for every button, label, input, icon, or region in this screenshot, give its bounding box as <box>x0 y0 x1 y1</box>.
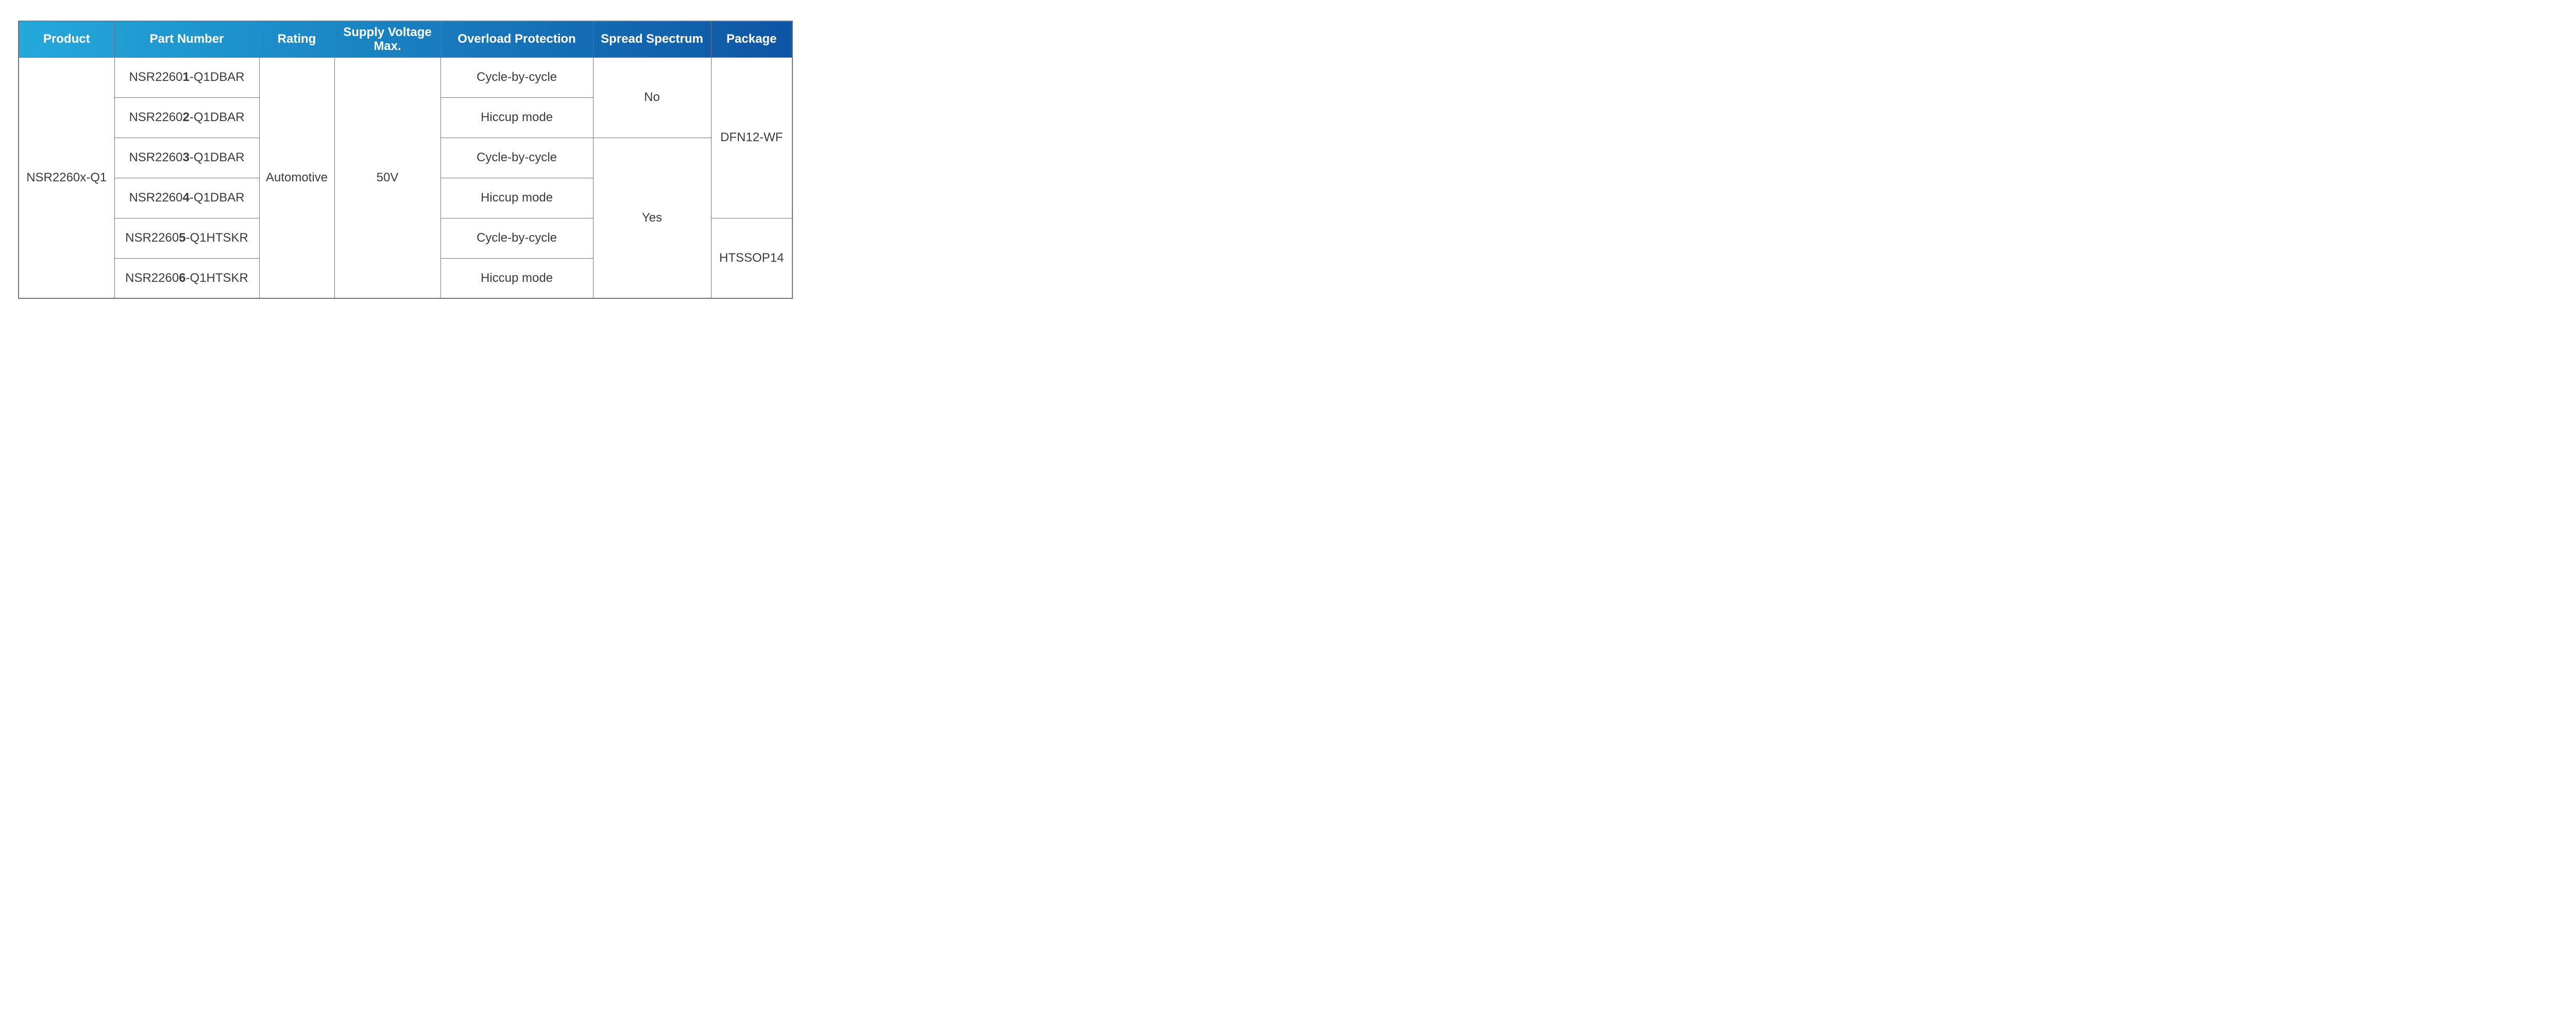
part-number-suffix: -Q1DBAR <box>189 150 245 164</box>
header-part-number: Part Number <box>114 21 260 58</box>
cell-overload-protection: Hiccup mode <box>440 177 594 218</box>
cell-part-number: NSR22605-Q1HTSKR <box>114 217 260 259</box>
header-spread-spectrum: Spread Spectrum <box>592 21 711 58</box>
cell-part-number: NSR22604-Q1DBAR <box>114 177 260 218</box>
part-number-suffix: -Q1HTSKR <box>185 271 248 285</box>
cell-part-number: NSR22602-Q1DBAR <box>114 97 260 138</box>
header-product: Product <box>18 21 115 58</box>
cell-package-dfn12: DFN12-WF <box>710 57 793 218</box>
part-number-suffix: -Q1DBAR <box>189 70 245 84</box>
part-number-variant-digit: 2 <box>182 110 190 124</box>
part-number-variant-digit: 6 <box>179 271 186 285</box>
cell-rating: Automotive <box>259 57 335 299</box>
table-body: NSR2260x-Q1 NSR22601-Q1DBAR Automotive 5… <box>18 57 793 299</box>
header-rating: Rating <box>259 21 335 58</box>
cell-package-htssop14: HTSSOP14 <box>710 217 793 299</box>
cell-overload-protection: Cycle-by-cycle <box>440 57 594 98</box>
cell-overload-protection: Cycle-by-cycle <box>440 137 594 178</box>
part-number-variant-digit: 1 <box>182 70 190 84</box>
cell-product: NSR2260x-Q1 <box>18 57 115 299</box>
part-number-prefix: NSR2260 <box>129 191 183 205</box>
part-number-prefix: NSR2260 <box>125 271 179 285</box>
part-number-prefix: NSR2260 <box>129 150 183 164</box>
page: Product Part Number Rating Supply Voltag… <box>0 0 805 319</box>
table-row: NSR2260x-Q1 NSR22601-Q1DBAR Automotive 5… <box>18 57 793 299</box>
header-supply-voltage-max: Supply Voltage Max. <box>334 21 441 58</box>
cell-part-number: NSR22606-Q1HTSKR <box>114 258 260 299</box>
table-header: Product Part Number Rating Supply Voltag… <box>18 21 793 58</box>
cell-part-number: NSR22601-Q1DBAR <box>114 57 260 98</box>
header-overload-protection: Overload Protection <box>440 21 594 58</box>
header-package: Package <box>710 21 793 58</box>
part-number-prefix: NSR2260 <box>125 231 179 245</box>
part-number-suffix: -Q1DBAR <box>189 110 245 124</box>
part-number-variant-digit: 3 <box>182 150 190 164</box>
cell-overload-protection: Hiccup mode <box>440 97 594 138</box>
part-number-prefix: NSR2260 <box>129 70 183 84</box>
header-row: Product Part Number Rating Supply Voltag… <box>18 21 793 58</box>
table-row: NSR22606-Q1HTSKR Hiccup mode <box>19 258 792 299</box>
part-number-suffix: -Q1HTSKR <box>185 231 248 245</box>
cell-spread-spectrum-yes: Yes <box>592 137 711 299</box>
part-number-prefix: NSR2260 <box>129 110 183 124</box>
part-number-selection-table: Product Part Number Rating Supply Voltag… <box>18 21 793 299</box>
part-number-variant-digit: 5 <box>179 231 186 245</box>
cell-overload-protection: Cycle-by-cycle <box>440 217 594 259</box>
part-number-variant-digit: 4 <box>182 191 190 205</box>
cell-overload-protection: Hiccup mode <box>440 258 594 299</box>
cell-part-number: NSR22603-Q1DBAR <box>114 137 260 178</box>
part-number-suffix: -Q1DBAR <box>189 191 245 205</box>
cell-supply-voltage-max: 50V <box>334 57 441 299</box>
cell-spread-spectrum-no: No <box>592 57 711 138</box>
